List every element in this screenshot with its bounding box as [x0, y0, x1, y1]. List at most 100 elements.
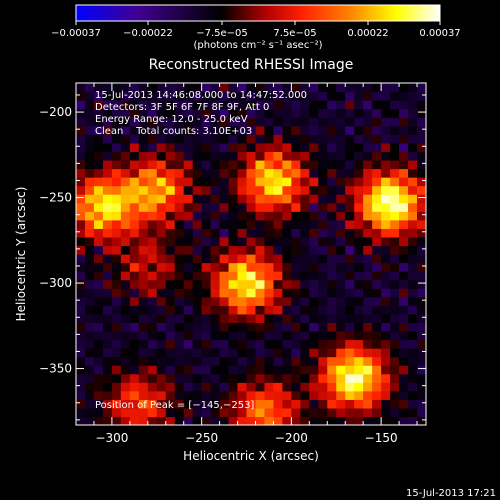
heatmap-cell [147, 117, 158, 127]
heatmap-cell [165, 125, 176, 135]
heatmap-cell [219, 399, 230, 409]
heatmap-cell [318, 177, 328, 187]
heatmap-cell [399, 142, 409, 152]
heatmap-cell [327, 305, 337, 315]
heatmap-cell [93, 296, 104, 306]
heatmap-cell [309, 382, 319, 392]
heatmap-cell [192, 83, 203, 93]
heatmap-cell [327, 262, 337, 272]
heatmap-cell [354, 407, 364, 418]
heatmap-cell [93, 407, 104, 418]
heatmap-cell [336, 202, 346, 212]
heatmap-cell [309, 211, 319, 221]
heatmap-cell [111, 390, 122, 400]
heatmap-cell [228, 228, 239, 238]
heatmap-cell [201, 365, 212, 375]
heatmap-cell [363, 271, 373, 281]
heatmap-cell [255, 399, 266, 409]
heatmap-cell [390, 322, 400, 332]
heatmap-cell [165, 296, 176, 306]
heatmap-cell [300, 279, 310, 289]
heatmap-cell [111, 236, 122, 247]
heatmap-cell [390, 194, 400, 204]
heatmap-cell [102, 313, 113, 323]
heatmap-cell [327, 168, 337, 178]
heatmap-cell [273, 125, 284, 135]
heatmap-cell [363, 142, 373, 152]
heatmap-cell [264, 159, 275, 170]
heatmap-cell [165, 279, 176, 289]
heatmap-cell [76, 279, 86, 289]
heatmap-cell [408, 373, 418, 383]
heatmap-cell [282, 262, 292, 272]
heatmap-cell [183, 245, 194, 255]
heatmap-cell [363, 245, 373, 255]
heatmap-cell [147, 236, 158, 247]
heatmap-cell [345, 117, 355, 127]
heatmap-cell [345, 322, 355, 332]
heatmap-cell [300, 322, 310, 332]
heatmap-cell [318, 271, 328, 281]
heatmap-cell [210, 108, 221, 118]
heatmap-cell [156, 390, 167, 400]
heatmap-cell [111, 194, 122, 204]
heatmap-cell [327, 228, 337, 238]
heatmap-cell [354, 219, 364, 229]
heatmap-cell [291, 296, 301, 306]
heatmap-cell [76, 202, 86, 212]
heatmap-cell [318, 382, 328, 392]
heatmap-cell [345, 125, 355, 135]
heatmap-cell [156, 168, 167, 178]
heatmap-cell [246, 416, 257, 425]
heatmap-cell [201, 211, 212, 221]
heatmap-cell [228, 313, 239, 323]
heatmap-cell [192, 151, 203, 161]
heatmap-cell [210, 100, 221, 110]
heatmap-cell [120, 211, 131, 221]
heatmap-cell [291, 288, 301, 298]
heatmap-cell [138, 185, 149, 195]
heatmap-cell [408, 83, 418, 93]
heatmap-cell [93, 365, 104, 375]
heatmap-cell [210, 142, 221, 152]
heatmap-cell [381, 365, 391, 375]
heatmap-cell [111, 117, 122, 127]
heatmap-cell [246, 194, 257, 204]
heatmap-cell [264, 279, 275, 289]
heatmap-cell [147, 313, 158, 323]
heatmap-cell [102, 108, 113, 118]
heatmap-cell [291, 390, 301, 400]
heatmap-cell [327, 399, 337, 409]
heatmap-cell [300, 254, 310, 264]
heatmap-cell [147, 134, 158, 144]
heatmap-cell [138, 271, 149, 281]
heatmap-cell [354, 313, 364, 323]
heatmap-cell [192, 185, 203, 195]
heatmap-cell [417, 159, 426, 170]
heatmap-cell [102, 211, 113, 221]
heatmap-cell [237, 117, 248, 127]
heatmap-cell [336, 185, 346, 195]
heatmap-cell [138, 168, 149, 178]
heatmap-cell [318, 117, 328, 127]
heatmap-cell [76, 322, 86, 332]
heatmap-cell [327, 271, 337, 281]
heatmap-cell [363, 365, 373, 375]
heatmap-cell [201, 296, 212, 306]
y-tick-label: −350 [39, 362, 72, 376]
heatmap-cell [102, 245, 113, 255]
heatmap-cell [255, 194, 266, 204]
heatmap-cell [264, 100, 275, 110]
heatmap-cell [300, 83, 310, 93]
heatmap-cell [84, 288, 95, 298]
heatmap-cell [138, 339, 149, 349]
heatmap-cell [273, 322, 284, 332]
heatmap-cell [120, 108, 131, 118]
heatmap-cell [174, 245, 185, 255]
heatmap-cell [111, 399, 122, 409]
heatmap-cell [237, 125, 248, 135]
heatmap-cell [237, 236, 248, 247]
heatmap-cell [372, 322, 382, 332]
heatmap-cell [120, 125, 131, 135]
heatmap-cell [165, 236, 176, 247]
